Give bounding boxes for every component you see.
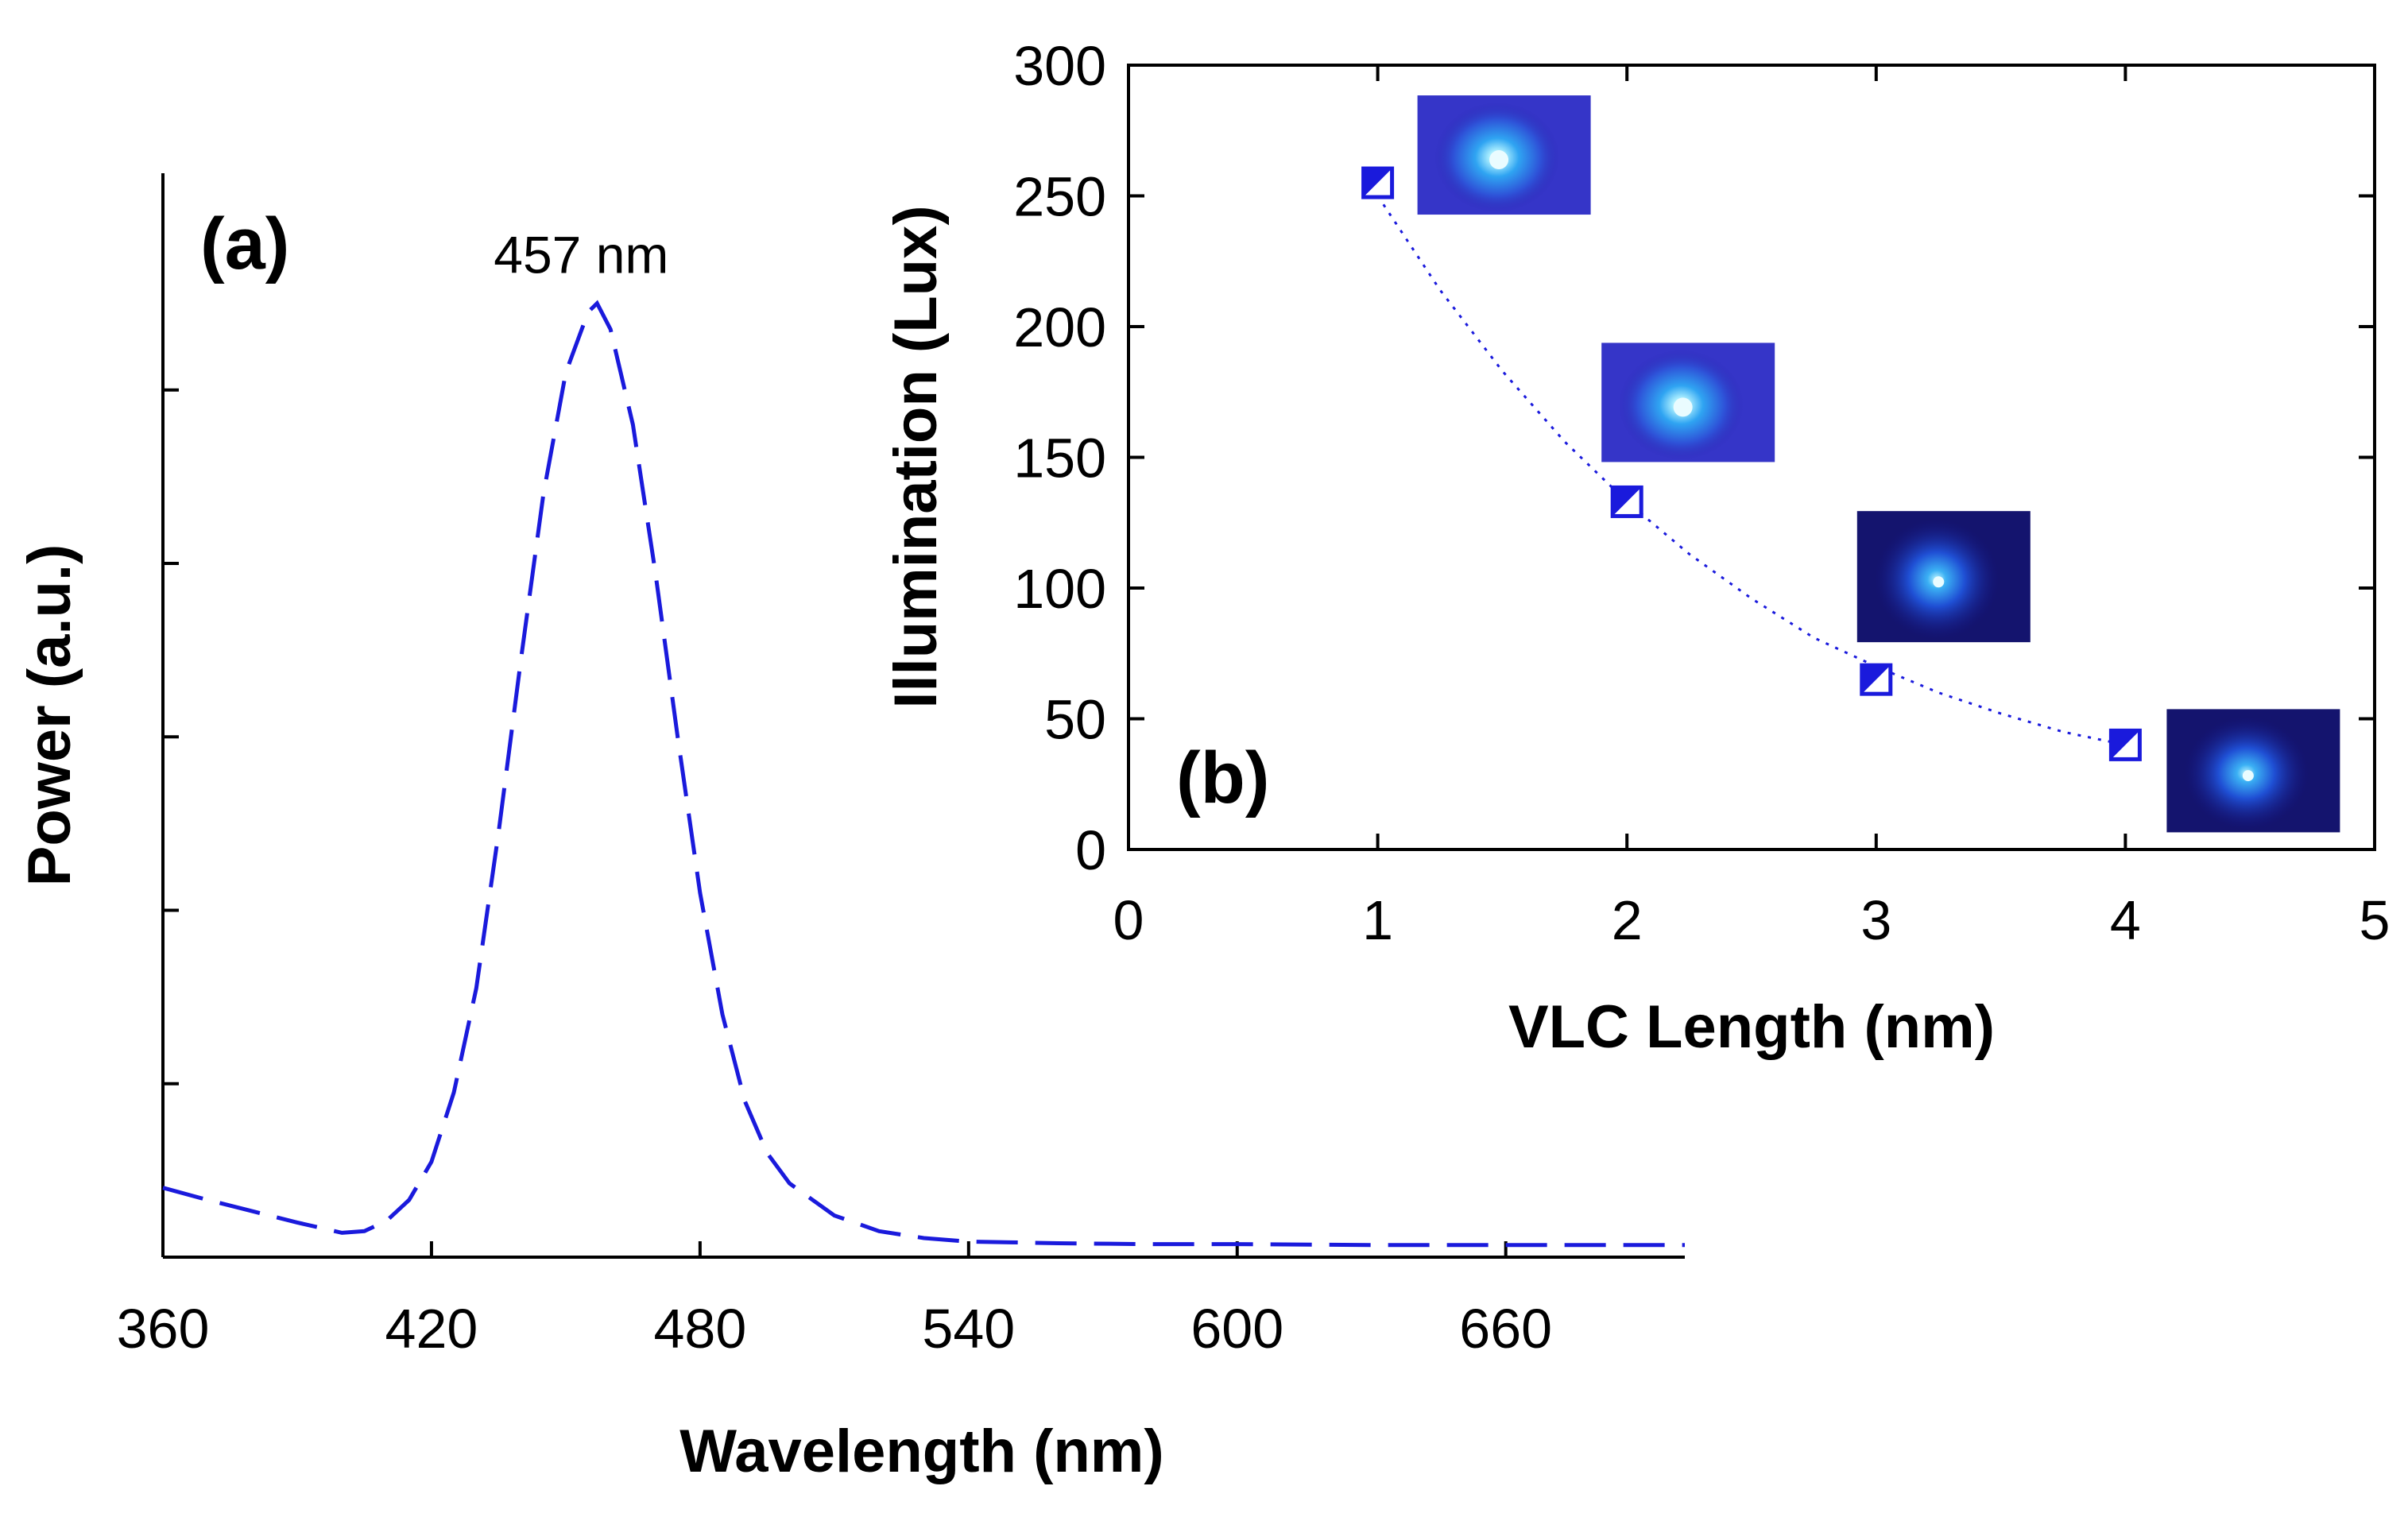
- marker-edge: [1361, 166, 1395, 199]
- panel-a-x-tick-label: 360: [117, 1298, 210, 1360]
- panel-b-x-tick-label: 1: [1362, 889, 1393, 951]
- panel-b-x-tick-label: 3: [1860, 889, 1891, 951]
- panel-b-y-tick-label: 0: [1075, 819, 1106, 881]
- panel-a-x-axis-title: Wavelength (nm): [679, 1418, 1163, 1485]
- panel-b-x-tick-label: 2: [1612, 889, 1643, 951]
- illumination-point: [1860, 663, 1893, 696]
- spectrum-line: [162, 300, 1685, 1248]
- beam-photo-4m: [2166, 709, 2340, 833]
- illumination-points: [1361, 166, 2142, 761]
- panel-a-x-tick-label: 480: [653, 1298, 746, 1360]
- panel-b-x-tick-label: 4: [2110, 889, 2141, 951]
- panel-b-y-tick-label: 50: [1044, 689, 1106, 751]
- marker-edge: [2108, 728, 2142, 761]
- marker-fill: [1861, 665, 1891, 695]
- panel-b-y-axis-title: Illumination (Lux): [882, 205, 950, 708]
- beam-photo-insets: [1417, 95, 2340, 833]
- panel-b-x-axis-title: VLC Length (nm): [1508, 993, 1995, 1061]
- beam-photo-3m: [1856, 511, 2031, 643]
- panel-b-y-tick-label: 300: [1013, 35, 1106, 97]
- marker-edge: [1860, 663, 1893, 696]
- marker-edge: [1610, 485, 1643, 518]
- panel-b-y-tick-label: 100: [1013, 558, 1106, 620]
- illumination-point: [1361, 166, 1395, 199]
- panel-b-y-tick-label: 200: [1013, 296, 1106, 358]
- inset-beam-core: [2242, 770, 2254, 782]
- panel-b-label: (b): [1176, 737, 1269, 818]
- panel-a-spectrum-chart: 360 420 480 540 600 660 457 nm (a) Wavelength…: [16, 173, 1685, 1485]
- inset-beam-core: [1673, 397, 1693, 417]
- illumination-point: [1610, 485, 1643, 518]
- illumination-point: [2108, 728, 2142, 761]
- exponential-fit-line: [1376, 195, 2126, 746]
- beam-photo-1m: [1417, 95, 1591, 215]
- panel-b-y-tick-label: 250: [1013, 166, 1106, 228]
- marker-fill: [1612, 487, 1642, 517]
- inset-beam-core: [1489, 150, 1509, 170]
- panel-b-x-tick-label: 0: [1113, 889, 1144, 951]
- panel-b-y-tick-label: 150: [1013, 428, 1106, 490]
- marker-fill: [1363, 168, 1392, 198]
- panel-a-x-tick-label: 420: [385, 1298, 478, 1360]
- panel-a-x-ticks: 360 420 480 540 600 660: [117, 1241, 1552, 1360]
- panel-a-x-tick-label: 540: [922, 1298, 1015, 1360]
- panel-a-x-tick-label: 660: [1459, 1298, 1552, 1360]
- beam-photo-2m: [1601, 342, 1775, 462]
- inset-beam-core: [1933, 576, 1945, 588]
- panel-a-y-ticks: [163, 388, 179, 1086]
- panel-a-label: (a): [200, 203, 289, 284]
- panel-b-x-tick-label: 5: [2360, 889, 2391, 951]
- panel-a-x-tick-label: 600: [1190, 1298, 1283, 1360]
- marker-fill: [2111, 730, 2140, 760]
- panel-a-y-axis-title: Power (a.u.): [16, 544, 83, 887]
- peak-wavelength-label: 457 nm: [494, 226, 668, 284]
